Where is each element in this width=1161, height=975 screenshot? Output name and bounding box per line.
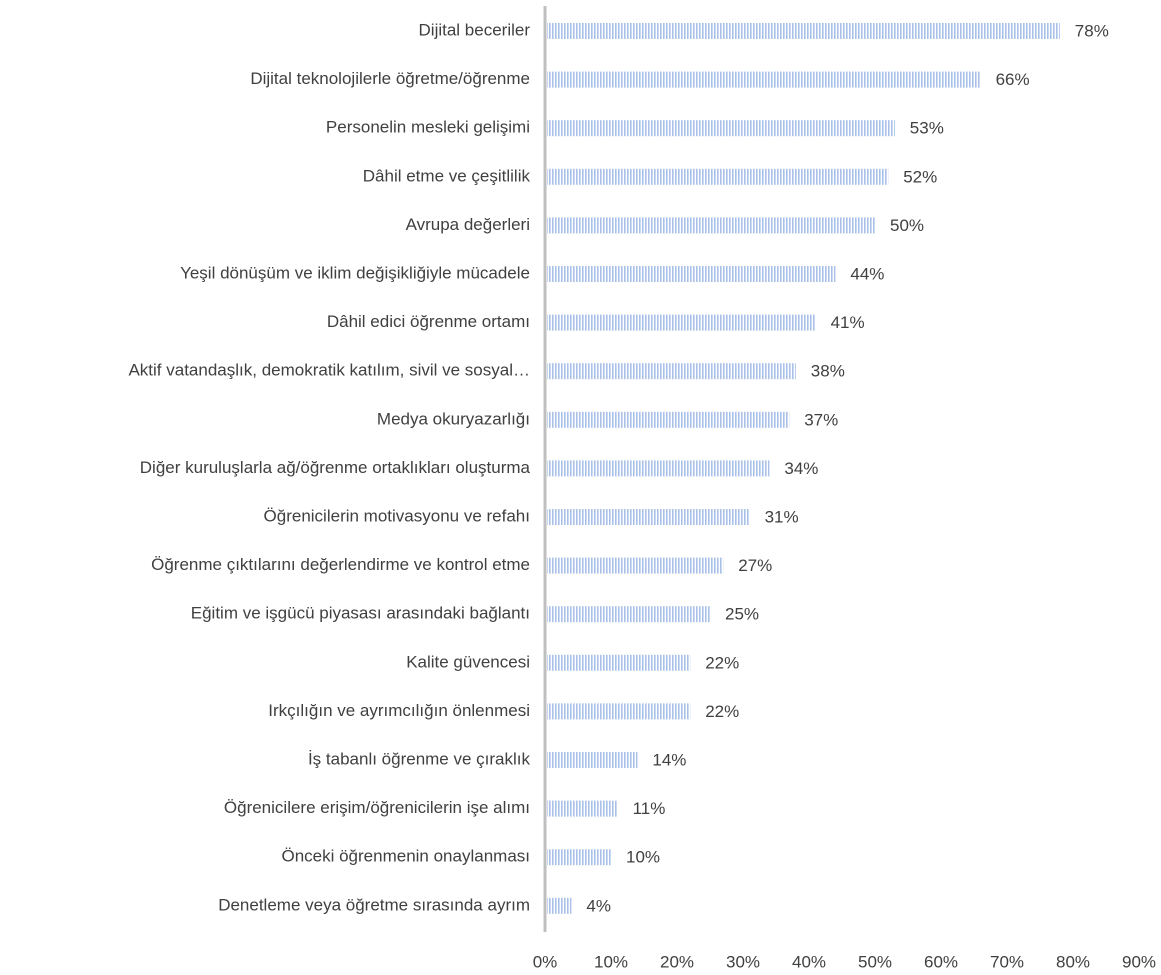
data-label: 41% [831,313,865,332]
bar [547,314,816,331]
data-label: 14% [652,750,686,769]
x-tick-label: 70% [990,952,1024,971]
y-tick-label: Personelin mesleki gelişimi [326,118,530,137]
data-label: 50% [890,216,924,235]
data-label: 27% [738,556,772,575]
y-tick-label: Dâhil etme ve çeşitlilik [363,166,531,185]
bar [547,460,770,477]
data-label: 37% [804,410,838,429]
y-tick-label: İş tabanlı öğrenme ve çıraklık [308,749,531,768]
data-label: 44% [850,264,884,283]
data-label: 4% [586,896,611,915]
y-tick-label: Önceki öğrenmenin onaylanması [281,847,530,866]
y-tick-label: Yeşil dönüşüm ve iklim değişikliğiyle mü… [180,263,530,282]
bar [547,897,572,914]
bar [547,703,691,720]
x-tick-label: 40% [792,952,826,971]
y-tick-label: Avrupa değerleri [406,215,530,234]
bar [547,71,981,88]
data-label: 10% [626,848,660,867]
y-tick-label: Irkçılığın ve ayrımcılığın önlenmesi [268,701,530,720]
bar [547,606,710,623]
bar [547,217,875,234]
x-tick-label: 20% [660,952,694,971]
y-tick-label: Dijital beceriler [419,20,531,39]
bar [547,654,691,671]
x-tick-label: 30% [726,952,760,971]
bar [547,363,796,380]
y-tick-label: Öğrenicilerin motivasyonu ve refahı [264,506,530,525]
y-tick-label: Öğrenme çıktılarını değerlendirme ve kon… [151,555,530,574]
data-label: 11% [633,799,666,818]
bar [547,23,1060,39]
y-tick-label: Denetleme veya öğretme sırasında ayrım [218,895,530,914]
y-tick-label: Öğrenicilere erişim/öğrenicilerin işe al… [224,798,530,817]
bar [547,168,889,185]
data-label: 22% [705,653,739,672]
data-label: 22% [705,702,739,721]
bar [547,411,790,428]
y-tick-label: Medya okuryazarlığı [377,409,530,428]
data-label: 53% [910,119,944,138]
bar [547,800,618,817]
x-tick-label: 90% [1122,952,1156,971]
y-tick-label: Eğitim ve işgücü piyasası arasındaki bağ… [191,604,530,623]
x-tick-label: 60% [924,952,958,971]
x-tick-label: 0% [533,952,558,971]
data-label: 34% [784,459,818,478]
data-label: 25% [725,605,759,624]
data-label: 31% [765,507,799,526]
y-tick-label: Dijital teknolojilerle öğretme/öğrenme [250,69,530,88]
y-tick-label: Kalite güvencesi [406,652,530,671]
y-tick-label: Diğer kuruluşlarla ağ/öğrenme ortaklıkla… [140,458,531,477]
bar [547,557,724,574]
x-tick-label: 50% [858,952,892,971]
bar [547,752,638,768]
data-label: 38% [811,362,845,381]
data-label: 52% [903,167,937,186]
bar [547,266,836,282]
x-tick-label: 80% [1056,952,1090,971]
data-label: 66% [996,70,1030,89]
bar [547,120,895,137]
data-label: 78% [1075,21,1109,40]
bar [547,849,611,866]
y-tick-label: Aktif vatandaşlık, demokratik katılım, s… [128,361,530,380]
y-tick-label: Dâhil edici öğrenme ortamı [327,312,530,331]
x-tick-label: 10% [594,952,628,971]
bar [547,509,750,525]
